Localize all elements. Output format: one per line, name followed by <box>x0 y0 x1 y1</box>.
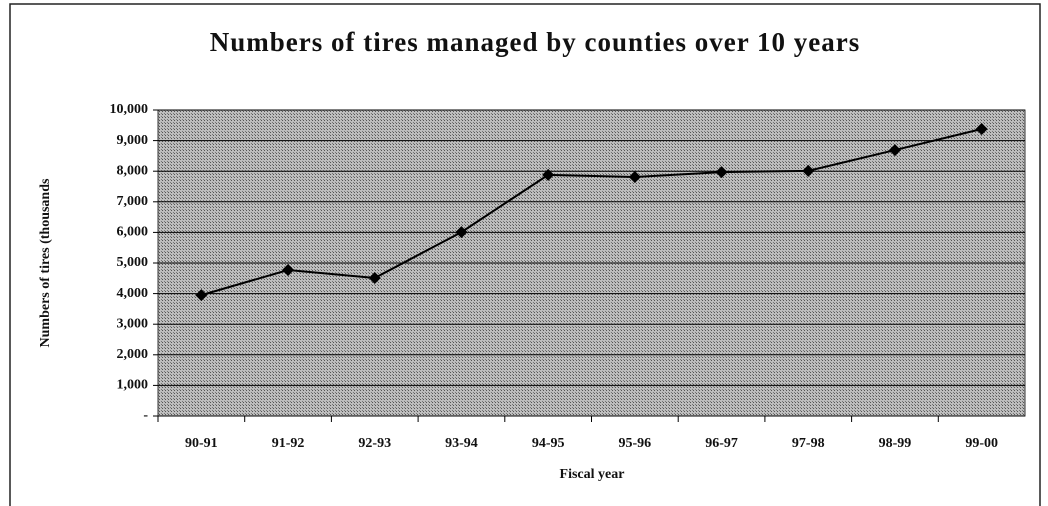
x-tick-label: 99-00 <box>965 436 998 451</box>
data-point <box>542 168 555 181</box>
x-tick-label: 93-94 <box>445 436 478 451</box>
y-tick-label: 5,000 <box>117 255 149 270</box>
x-tick-label: 92-93 <box>358 436 391 451</box>
y-tick-label: 7,000 <box>117 194 149 209</box>
chart-border <box>9 3 1041 506</box>
y-tick-label: 2,000 <box>117 347 149 362</box>
data-point <box>282 264 295 277</box>
x-tick-label: 94-95 <box>532 436 565 451</box>
y-tick-label: 10,000 <box>110 102 149 117</box>
data-point <box>715 166 728 179</box>
x-tick-label: 91-92 <box>272 436 305 451</box>
y-tick-label: 9,000 <box>117 133 149 148</box>
x-tick-label: 95-96 <box>619 436 652 451</box>
y-tick-label: 4,000 <box>117 286 149 301</box>
series-line <box>201 128 982 297</box>
x-tick-label: 98-99 <box>879 436 912 451</box>
x-tick-label: 97-98 <box>792 436 825 451</box>
data-point <box>628 171 641 184</box>
data-point <box>368 271 381 284</box>
y-tick-label: 8,000 <box>117 163 149 178</box>
x-tick-label: 90-91 <box>185 436 218 451</box>
data-point <box>888 144 901 157</box>
x-tick-label: 96-97 <box>705 436 738 451</box>
y-tick-label: 6,000 <box>117 225 149 240</box>
data-point <box>455 226 468 239</box>
data-point <box>195 289 208 302</box>
y-tick-label: 3,000 <box>117 316 149 331</box>
data-point <box>975 122 988 135</box>
y-tick-label: - <box>143 408 148 423</box>
x-axis-label: Fiscal year <box>560 467 625 482</box>
y-axis-label: Numbers of tires (thousands <box>38 178 53 347</box>
chart-title: Numbers of tires managed by counties ove… <box>210 27 860 57</box>
data-point <box>802 164 815 177</box>
y-tick-label: 1,000 <box>117 378 149 393</box>
